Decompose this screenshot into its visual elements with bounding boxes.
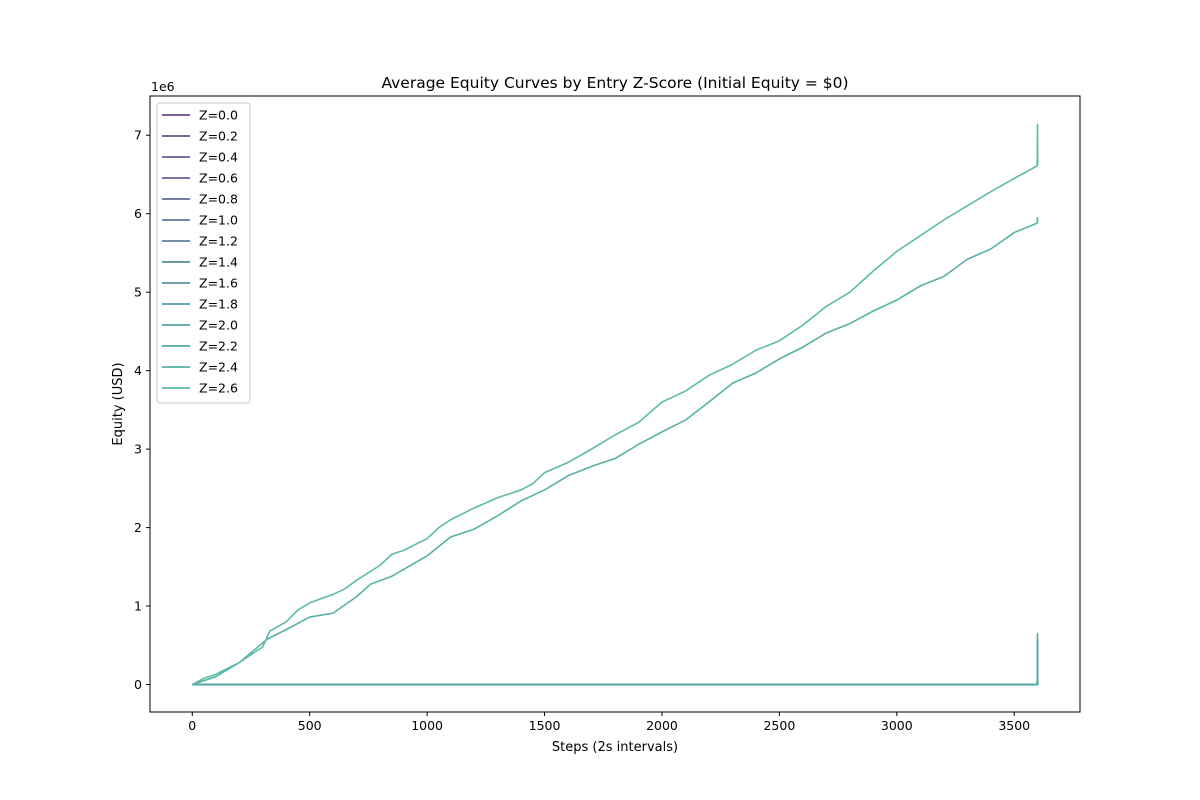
y-axis: 0 1 2 3 4 5 6 7 [134,128,150,692]
y-tick-label-1: 1 [134,599,142,614]
legend-label-1: Z=0.2 [199,129,238,144]
chart-title: Average Equity Curves by Entry Z-Score (… [381,74,848,92]
legend-label-10: Z=2.0 [199,318,238,333]
legend-label-6: Z=1.2 [199,234,238,249]
legend-label-4: Z=0.8 [199,192,238,207]
legend-label-9: Z=1.8 [199,297,238,312]
legend-label-0: Z=0.0 [199,108,238,123]
legend-label-12: Z=2.4 [199,360,238,375]
series-line-12 [192,216,1039,686]
legend-label-7: Z=1.4 [199,255,238,270]
legend-label-13: Z=2.6 [199,381,238,396]
plot-frame [149,95,1081,713]
y-tick-label-0: 0 [134,677,142,692]
legend-label-3: Z=0.6 [199,171,238,186]
y-tick-label-2: 2 [134,520,142,535]
y-axis-label: Equity (USD) [111,362,126,445]
series-line-13 [191,123,1039,686]
legend-label-2: Z=0.4 [199,150,238,165]
x-axis-label: Steps (2s intervals) [552,740,678,755]
x-tick-label-3: 1500 [529,718,561,733]
y-tick-label-5: 5 [134,285,142,300]
legend-box [156,102,251,404]
y-tick-label-6: 6 [134,206,142,221]
x-tick-label-4: 2000 [646,718,678,733]
x-tick-label-0: 0 [188,718,196,733]
x-tick-label-5: 2500 [763,718,795,733]
legend-label-5: Z=1.0 [199,213,238,228]
y-tick-label-7: 7 [134,128,142,143]
y-tick-label-3: 3 [134,442,142,457]
legend: Z=0.0 Z=0.2 Z=0.4 Z=0.6 Z=0.8 Z=1.0 Z=1.2 Z=1.4… [156,102,251,404]
legend-label-11: Z=2.2 [199,339,238,354]
x-axis: 0 500 1000 1500 2000 2500 3000 3500 [188,712,1030,733]
plot-lines [191,123,1039,686]
x-tick-label-1: 500 [298,718,322,733]
x-tick-label-2: 1000 [411,718,443,733]
x-tick-label-7: 3500 [998,718,1030,733]
x-tick-label-6: 3000 [881,718,913,733]
legend-label-8: Z=1.6 [199,276,238,291]
y-tick-label-4: 4 [134,363,142,378]
series-line-11 [192,632,1039,686]
y-offset-label: 1e6 [151,79,175,94]
